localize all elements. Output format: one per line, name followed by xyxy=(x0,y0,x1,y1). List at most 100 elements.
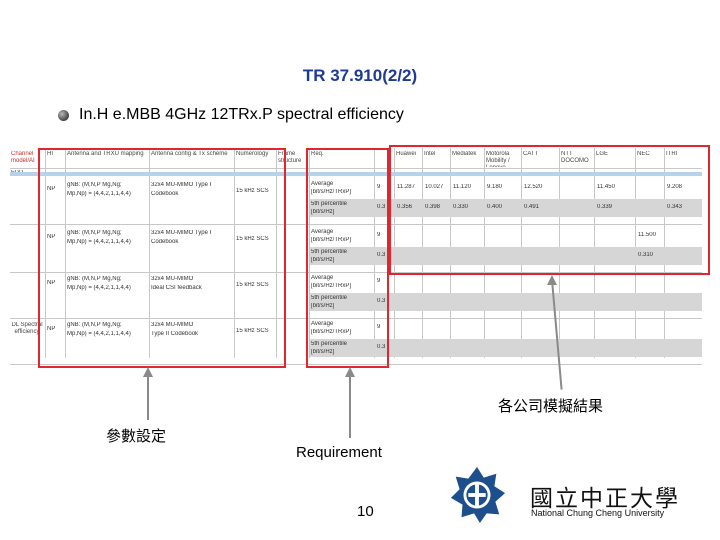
result-value-cell: 0.356 xyxy=(397,204,413,210)
params-arrow xyxy=(147,372,149,420)
table-header-cell: Huawei xyxy=(396,151,417,157)
result-value-cell: 0.491 xyxy=(524,204,540,210)
column-divider xyxy=(309,148,310,358)
hi-cell: NP xyxy=(47,186,56,192)
params-label: 參數設定 xyxy=(106,428,167,445)
result-value-cell: 0.400 xyxy=(487,204,503,210)
table-header-cell: Motorola Mobility / Lenovo xyxy=(486,151,510,167)
requirement-metric-cell: 5th percentile xyxy=(311,341,348,347)
scheme-cell: 32x4 MU-MIMO xyxy=(151,322,194,328)
university-name-chinese: 國立中正大學 xyxy=(530,486,680,512)
requirement-metric-cell: Average xyxy=(311,181,334,187)
result-value-cell: 11.450 xyxy=(597,184,615,190)
results-table: Channel model/AI HI Antenna and TRXU mappi… xyxy=(10,148,702,365)
requirement-unit-cell: [bit/s/Hz/TRxP] xyxy=(311,283,352,289)
hi-cell: NP xyxy=(47,280,56,286)
table-header-cell: Antenna config & Tx scheme xyxy=(151,151,228,157)
requirement-metric-cell: 5th percentile xyxy=(311,249,348,255)
column-divider xyxy=(149,148,150,358)
antenna-cell: Mp,Np) = (4,4,2,1,1,4,4) xyxy=(67,331,131,337)
result-value-cell: 11.120 xyxy=(453,184,471,190)
params-arrowhead-icon xyxy=(143,367,153,377)
antenna-cell: Mp,Np) = (4,4,2,1,1,4,4) xyxy=(67,239,131,245)
table-header-cell: NEC xyxy=(637,151,650,157)
requirement-value-cell: 9 xyxy=(377,232,381,238)
antenna-cell: Mp,Np) = (4,4,2,1,1,4,4) xyxy=(67,191,131,197)
requirement-highlight-box xyxy=(306,148,389,368)
params-highlight-box xyxy=(38,148,286,368)
requirement-value-cell: 9 xyxy=(377,278,381,284)
scheme-cell: Type II Codebook xyxy=(151,331,199,337)
requirement-metric-cell: 5th percentile xyxy=(311,295,348,301)
scheme-cell: 32x4 MU-MIMO Type I xyxy=(151,230,212,236)
table-header-cell: Mediatek xyxy=(452,151,477,157)
column-divider xyxy=(45,148,46,358)
table-header-cell: NTT DOCOMO xyxy=(561,151,589,164)
result-value-cell: 11.287 xyxy=(397,184,415,190)
results-arrowhead-icon xyxy=(547,275,557,285)
bullet-text: In.H e.MBB 4GHz 12TRx.P spectral efficie… xyxy=(79,106,404,123)
scheme-cell: Codebook xyxy=(151,191,179,197)
numerology-cell: 15 kHz SCS xyxy=(236,328,269,334)
result-value-cell: 0.310 xyxy=(638,252,654,258)
page-number: 10 xyxy=(357,503,374,520)
percentile-row-band xyxy=(310,247,702,265)
table-header-cell: HI xyxy=(47,151,53,157)
antenna-cell: Mp,Np) = (4,4,2,1,1,4,4) xyxy=(67,285,131,291)
requirement-unit-cell: [bit/s/Hz] xyxy=(311,209,335,215)
table-header-cell: Intel xyxy=(424,151,436,157)
percentile-row-band xyxy=(310,339,702,357)
university-name-english: National Chung Cheng University xyxy=(531,508,665,518)
university-emblem-icon xyxy=(450,466,506,524)
slide-title: TR 37.910(2/2) xyxy=(302,66,418,85)
column-divider xyxy=(234,148,235,358)
table-header-cell: Numerology xyxy=(236,151,269,157)
row-divider xyxy=(10,168,702,169)
result-value-cell: 10.027 xyxy=(425,184,444,190)
antenna-cell: gNB: (M,N,P Mg,Ng; xyxy=(67,230,122,236)
table-header-cell: Req. xyxy=(311,151,324,157)
column-divider xyxy=(276,148,277,358)
table-header-cell: Antenna and TRXU mapping xyxy=(67,151,144,157)
requirement-unit-cell: [bit/s/Hz/TRxP] xyxy=(311,237,352,243)
table-header-cell: LGE xyxy=(596,151,609,157)
requirement-arrowhead-icon xyxy=(345,367,355,377)
table-header-cell: Frame structure xyxy=(278,151,302,164)
dl-spectral-efficiency-label: DL Spectral efficiency xyxy=(11,322,43,335)
fdd-band xyxy=(10,172,702,176)
numerology-cell: 15 kHz SCS xyxy=(236,188,269,194)
requirement-value-cell: 9 xyxy=(377,324,381,330)
requirement-label: Requirement xyxy=(296,444,382,461)
result-value-cell: 0.398 xyxy=(425,204,441,210)
requirement-value-cell: 0.3 xyxy=(377,344,386,350)
antenna-cell: gNB: (M,N,P Mg,Ng; xyxy=(67,322,122,328)
result-value-cell: 9.208 xyxy=(667,184,683,190)
row-divider xyxy=(10,318,702,319)
result-value-cell: 0.343 xyxy=(667,204,683,210)
requirement-value-cell: 0.3 xyxy=(377,298,386,304)
requirement-metric-cell: Average xyxy=(311,229,334,235)
percentile-row-band xyxy=(310,199,702,217)
table-header-cell: Channel model/AI xyxy=(11,151,35,164)
requirement-unit-cell: [bit/s/Hz] xyxy=(311,257,335,263)
requirement-metric-cell: 5th percentile xyxy=(311,201,348,207)
scheme-cell: 32x4 MU-MIMO xyxy=(151,276,194,282)
column-divider xyxy=(65,148,66,358)
percentile-row-band xyxy=(310,293,702,311)
result-value-cell: 12.520 xyxy=(524,184,543,190)
requirement-value-cell: 0.3 xyxy=(377,204,386,210)
table-header-cell: CATT xyxy=(523,151,539,157)
scheme-cell: Ideal CSI feedback xyxy=(151,285,202,291)
row-divider xyxy=(10,224,702,225)
result-value-cell: 9.180 xyxy=(487,184,503,190)
hi-cell: NP xyxy=(47,234,56,240)
requirement-metric-cell: Average xyxy=(311,275,334,281)
antenna-cell: gNB: (M,N,P Mg,Ng; xyxy=(67,276,122,282)
requirement-metric-cell: Average xyxy=(311,321,334,327)
hi-cell: NP xyxy=(47,326,56,332)
bullet-icon xyxy=(58,110,69,121)
numerology-cell: 15 kHz SCS xyxy=(236,282,269,288)
requirement-value-cell: 9 xyxy=(377,184,381,190)
row-divider xyxy=(10,364,702,365)
results-highlight-box xyxy=(389,145,710,275)
